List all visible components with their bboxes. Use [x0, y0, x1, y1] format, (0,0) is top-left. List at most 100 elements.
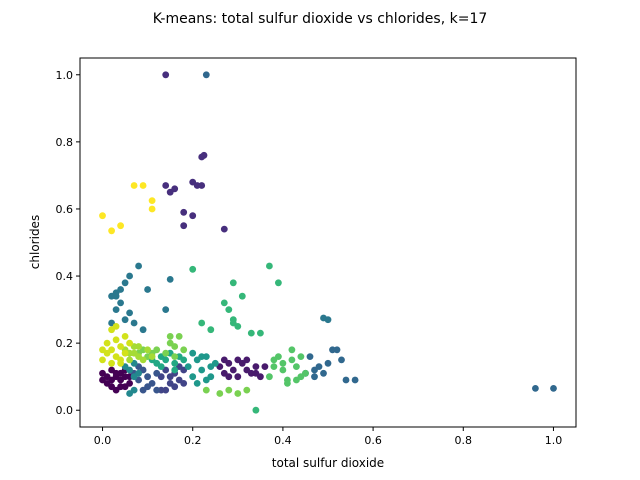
data-point	[126, 356, 133, 364]
cluster-10	[189, 262, 282, 414]
data-point	[270, 356, 278, 364]
data-point	[153, 369, 161, 377]
data-point	[189, 212, 197, 220]
cluster-8	[184, 349, 219, 387]
data-point	[135, 262, 143, 270]
data-point	[162, 356, 170, 364]
data-point	[153, 346, 161, 354]
y-tick-label: 0.0	[56, 404, 74, 417]
data-point	[139, 386, 147, 394]
data-point	[302, 369, 309, 377]
points-layer	[99, 71, 557, 414]
data-point	[153, 386, 161, 394]
data-point	[320, 369, 327, 377]
data-point	[202, 71, 210, 79]
data-point	[117, 383, 124, 391]
data-point	[108, 359, 115, 367]
data-point	[180, 208, 188, 216]
data-point	[200, 151, 208, 159]
data-point	[126, 339, 133, 347]
data-point	[198, 182, 206, 189]
data-point	[112, 306, 120, 313]
data-point	[252, 369, 260, 377]
data-point	[234, 373, 242, 381]
data-point	[284, 380, 291, 387]
data-point	[324, 316, 332, 324]
plot-area	[79, 57, 577, 428]
data-point	[171, 383, 179, 391]
data-point	[171, 185, 179, 193]
data-point	[225, 306, 233, 313]
y-tick-label: 0.6	[56, 203, 74, 216]
data-point	[112, 336, 120, 344]
data-point	[157, 363, 165, 370]
data-point	[130, 319, 138, 327]
data-point	[198, 319, 206, 327]
data-point	[338, 356, 345, 364]
data-point	[238, 292, 246, 300]
data-point	[279, 366, 287, 374]
x-axis: 0.0 0.2 0.4 0.6 0.8 1.0	[94, 427, 562, 447]
data-point	[121, 279, 129, 287]
data-point	[108, 346, 115, 354]
x-axis-label: total sulfur dioxide	[272, 456, 384, 470]
data-point	[103, 339, 111, 347]
data-point	[266, 373, 273, 381]
data-point	[234, 390, 242, 397]
data-point	[144, 286, 152, 293]
data-point	[311, 373, 318, 381]
data-point	[130, 386, 138, 394]
data-point	[293, 376, 300, 384]
data-point	[148, 353, 156, 360]
data-point	[139, 326, 147, 334]
data-point	[117, 359, 124, 367]
data-point	[121, 373, 129, 381]
data-point	[279, 359, 287, 367]
data-point	[315, 363, 323, 370]
data-point	[180, 356, 188, 364]
y-tick-label: 0.2	[56, 337, 74, 350]
data-point	[306, 353, 314, 360]
data-point	[99, 356, 106, 364]
data-point	[550, 385, 557, 392]
data-point	[148, 205, 156, 213]
data-point	[139, 356, 147, 364]
data-point	[135, 343, 143, 350]
data-point	[207, 373, 215, 381]
chart-title: K-means: total sulfur dioxide vs chlorid…	[153, 11, 488, 27]
x-tick-label: 0.6	[364, 434, 382, 447]
x-tick-label: 0.0	[94, 434, 112, 447]
data-point	[220, 356, 228, 364]
data-point	[225, 386, 233, 394]
data-point	[211, 359, 219, 367]
data-point	[225, 373, 233, 381]
data-point	[275, 279, 282, 287]
data-point	[532, 385, 539, 392]
data-point	[171, 366, 179, 374]
data-point	[180, 346, 188, 354]
data-point	[130, 349, 138, 357]
data-point	[126, 309, 133, 317]
data-point	[166, 276, 174, 283]
data-point	[117, 222, 124, 230]
data-point	[252, 363, 260, 370]
axes-frame	[79, 57, 577, 428]
y-axis: 0.0 0.2 0.4 0.6 0.8 1.0	[56, 69, 80, 417]
cluster-12	[135, 333, 251, 397]
data-point	[144, 373, 152, 381]
data-point	[297, 353, 305, 360]
data-point	[126, 380, 133, 387]
data-point	[148, 197, 156, 205]
data-point	[293, 363, 300, 370]
data-point	[99, 376, 106, 384]
x-tick-label: 0.2	[184, 434, 202, 447]
data-point	[270, 363, 278, 370]
y-tick-label: 0.4	[56, 270, 74, 283]
data-point	[252, 406, 260, 414]
data-point	[216, 390, 224, 397]
data-point	[324, 359, 332, 367]
cluster-6	[108, 262, 332, 334]
data-point	[166, 333, 174, 340]
data-point	[198, 366, 206, 374]
